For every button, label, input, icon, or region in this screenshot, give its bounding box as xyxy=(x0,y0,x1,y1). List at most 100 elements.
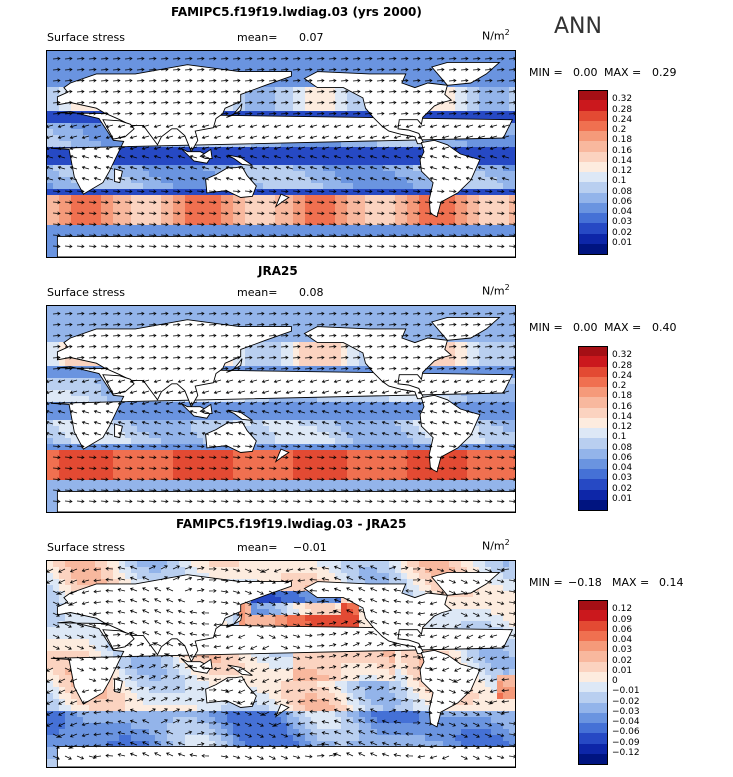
colorbar-tick-label: 0.18 xyxy=(612,135,633,146)
colorbar-swatch xyxy=(578,733,608,744)
panel-1-max-value: 0.29 xyxy=(652,66,677,79)
colorbar-tick-label: 0.18 xyxy=(612,391,633,402)
panel-3-colorbar: 0.12 0.09 0.06 0.04 0.03 0.02 0.01 0 −0.01 −0.02−… xyxy=(578,600,648,765)
colorbar-tick-label: 0.24 xyxy=(612,114,633,125)
panel-1-min-value: 0.00 xyxy=(573,66,598,79)
panel-2-units: N/m2 xyxy=(482,283,510,298)
colorbar-swatch xyxy=(578,233,608,245)
colorbar-tick-label: 0.32 xyxy=(612,350,633,361)
colorbar-tick-label: 0.12 xyxy=(612,166,633,176)
colorbar-swatch xyxy=(578,620,608,632)
colorbar-tick-label: 0.09 xyxy=(612,614,633,625)
colorbar-tick-label: 0.04 xyxy=(612,463,633,473)
panel-2-min-label: MIN = xyxy=(529,321,563,334)
colorbar-tick-label: 0.06 xyxy=(612,452,633,463)
wind-stress-vectors xyxy=(47,56,515,249)
colorbar-tick-label: 0.02 xyxy=(612,655,633,666)
colorbar-swatch xyxy=(578,702,608,714)
panel-1-variable: Surface stress xyxy=(47,31,125,44)
panel-3-title: FAMIPC5.f19f19.lwdiag.03 - JRA25 xyxy=(176,517,407,531)
panel-2-title: JRA25 xyxy=(258,264,298,278)
colorbar-tick-label: 0.06 xyxy=(612,624,633,635)
panel-1-mean-label: mean= xyxy=(237,31,278,44)
colorbar-tick-label: 0.03 xyxy=(612,473,633,484)
panel-3-max-value: 0.14 xyxy=(659,576,684,589)
colorbar-tick-label: 0.2 xyxy=(612,125,627,135)
colorbar-tick-label: 0.32 xyxy=(612,94,633,105)
colorbar-swatch xyxy=(578,161,608,173)
panel-3-map xyxy=(46,560,516,768)
colorbar-swatch xyxy=(578,489,608,501)
colorbar-tick-label: 0.03 xyxy=(612,217,633,228)
colorbar-swatch xyxy=(578,712,608,724)
colorbar-swatch xyxy=(578,90,608,101)
colorbar-swatch xyxy=(578,417,608,429)
colorbar-tick-label: 0 xyxy=(612,676,618,686)
panel-3-units-sup: 2 xyxy=(504,538,510,547)
colorbar-tick-label: 0.04 xyxy=(612,207,633,217)
colorbar-tick-label: 0.28 xyxy=(612,104,633,115)
colorbar-tick-label: 0.12 xyxy=(612,604,633,615)
colorbar-swatch xyxy=(578,110,608,122)
panel-2-map xyxy=(46,305,516,513)
colorbar-tick-label: 0.14 xyxy=(612,155,633,166)
colorbar-swatch xyxy=(578,172,608,183)
colorbar-swatch xyxy=(578,202,608,214)
colorbar-swatch xyxy=(578,469,608,480)
colorbar-tick-label: 0.14 xyxy=(612,411,633,422)
panel-3-mean-label: mean= xyxy=(237,541,278,554)
colorbar-swatch xyxy=(578,182,608,193)
colorbar-tick-label: −0.12 xyxy=(612,747,640,758)
colorbar-swatch xyxy=(578,610,608,621)
panel-3-min-value: −0.18 xyxy=(568,576,602,589)
panel-2-max-value: 0.40 xyxy=(652,321,677,334)
panel-3-units-base: N/m xyxy=(482,539,505,553)
colorbar-tick-label: 0.24 xyxy=(612,370,633,381)
panel-2-variable: Surface stress xyxy=(47,286,125,299)
colorbar-tick-label: 0.01 xyxy=(612,237,633,248)
colorbar-tick-label: −0.06 xyxy=(612,727,640,738)
colorbar-swatch xyxy=(578,671,608,683)
colorbar-tick-label: 0.01 xyxy=(612,493,633,504)
colorbar-swatch xyxy=(578,448,608,460)
colorbar-tick-label: 0.01 xyxy=(612,665,633,676)
colorbar-swatch xyxy=(578,499,608,511)
colorbar-swatch xyxy=(578,376,608,388)
panel-1-mean-value: 0.07 xyxy=(299,31,324,44)
panel-2-units-sup: 2 xyxy=(504,283,510,292)
colorbar-swatch xyxy=(578,661,608,673)
panel-2-max-label: MAX = xyxy=(604,321,642,334)
panel-1-units: N/m2 xyxy=(482,28,510,43)
colorbar-tick-label: 0.12 xyxy=(612,422,633,432)
colorbar-swatch xyxy=(578,651,608,662)
colorbar-swatch xyxy=(578,120,608,132)
wind-stress-vectors xyxy=(47,311,515,504)
panel-1-units-base: N/m xyxy=(482,29,505,43)
colorbar-tick-label: 0.04 xyxy=(612,635,633,645)
colorbar-tick-label: −0.09 xyxy=(612,737,640,748)
panel-2-units-base: N/m xyxy=(482,284,505,298)
colorbar-swatch xyxy=(578,692,608,703)
colorbar-swatch xyxy=(578,428,608,439)
colorbar-swatch xyxy=(578,682,608,693)
colorbar-tick-label: −0.01 xyxy=(612,686,640,697)
colorbar-tick-label: −0.03 xyxy=(612,706,640,717)
panel-1-title: FAMIPC5.f19f19.lwdiag.03 (yrs 2000) xyxy=(171,5,422,19)
panel-1-max-label: MAX = xyxy=(604,66,642,79)
panel-3-max-label: MAX = xyxy=(612,576,650,589)
colorbar-swatch xyxy=(578,723,608,734)
colorbar-swatch xyxy=(578,641,608,652)
colorbar-tick-label: 0.06 xyxy=(612,196,633,207)
colorbar-swatch xyxy=(578,600,608,611)
colorbar-swatch xyxy=(578,743,608,755)
colorbar-tick-label: 0.08 xyxy=(612,442,633,453)
colorbar-tick-label: 0.2 xyxy=(612,381,627,391)
colorbar-tick-label: 0.03 xyxy=(612,645,633,656)
season-label: ANN xyxy=(554,14,602,39)
colorbar-swatch xyxy=(578,387,608,398)
colorbar-tick-label: 0.02 xyxy=(612,227,633,238)
panel-1-units-sup: 2 xyxy=(504,28,510,37)
colorbar-tick-label: 0.02 xyxy=(612,483,633,494)
continents xyxy=(50,61,515,257)
colorbar-swatch xyxy=(578,151,608,163)
